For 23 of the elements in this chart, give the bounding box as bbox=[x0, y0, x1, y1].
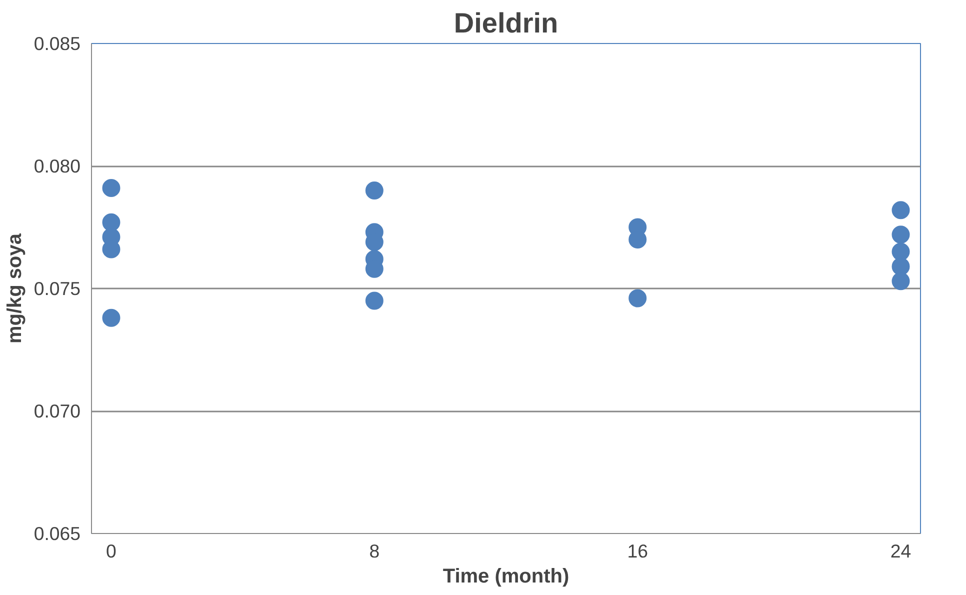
point bbox=[102, 213, 120, 232]
x-tick-label: 0 bbox=[106, 540, 116, 562]
point bbox=[628, 289, 647, 308]
point bbox=[892, 257, 910, 276]
y-tick-label: 0.065 bbox=[34, 523, 80, 544]
point bbox=[365, 182, 384, 200]
point bbox=[102, 179, 120, 198]
y-tick-label: 0.080 bbox=[34, 156, 80, 176]
x-tick-label: 24 bbox=[890, 540, 912, 562]
x-tick-label: 16 bbox=[627, 540, 648, 562]
y-tick-label: 0.070 bbox=[34, 400, 80, 422]
x-axis-title: Time (month) bbox=[442, 566, 570, 588]
point bbox=[892, 226, 910, 244]
point bbox=[102, 308, 120, 327]
point bbox=[892, 201, 910, 220]
point bbox=[892, 272, 910, 290]
point bbox=[892, 242, 910, 261]
y-tick-label: 0.085 bbox=[34, 33, 80, 54]
point bbox=[365, 292, 384, 310]
y-axis-title: mg/kg soya bbox=[4, 232, 26, 344]
x-tick-label: 8 bbox=[369, 540, 380, 562]
y-tick-label: 0.075 bbox=[34, 278, 80, 299]
chart-title: Dieldrin bbox=[454, 8, 558, 38]
